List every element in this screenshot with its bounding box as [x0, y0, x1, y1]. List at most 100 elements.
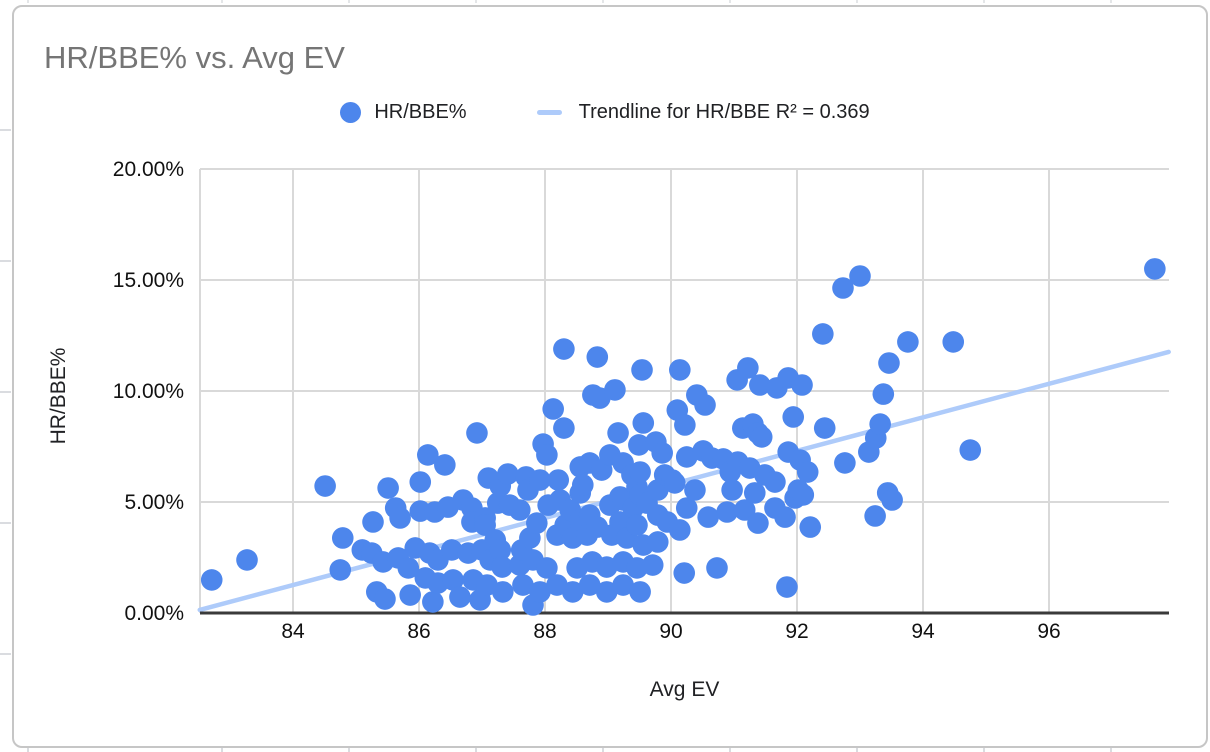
scatter-point[interactable] — [796, 461, 819, 483]
scatter-point[interactable] — [959, 439, 982, 461]
scatter-point[interactable] — [749, 374, 771, 396]
scatter-point[interactable] — [489, 539, 512, 561]
scatter-point[interactable] — [733, 499, 756, 521]
scatter-point[interactable] — [812, 323, 834, 345]
scatter-point[interactable] — [694, 394, 716, 416]
scatter-point[interactable] — [553, 417, 575, 439]
scatter-point[interactable] — [466, 422, 488, 444]
scatter-point[interactable] — [542, 398, 564, 420]
scatter-point[interactable] — [641, 554, 664, 576]
scatter-point[interactable] — [586, 346, 609, 368]
scatter-point[interactable] — [572, 474, 594, 496]
scatter-point[interactable] — [747, 512, 769, 534]
scatter-point[interactable] — [663, 472, 686, 494]
x-tick-label: 90 — [659, 620, 683, 643]
scatter-point[interactable] — [872, 383, 895, 405]
scatter-point[interactable] — [561, 581, 584, 603]
scatter-point[interactable] — [607, 422, 629, 444]
scatter-point[interactable] — [675, 446, 698, 468]
scatter-point[interactable] — [512, 574, 534, 596]
scatter-point[interactable] — [628, 434, 650, 456]
scatter-point[interactable] — [442, 569, 464, 591]
scatter-point[interactable] — [792, 484, 815, 506]
trendline-swatch-icon — [536, 110, 562, 115]
scatter-point[interactable] — [612, 574, 634, 596]
legend: HR/BBE% Trendline for HR/BBE R² = 0.369 — [0, 101, 1210, 124]
scatter-point[interactable] — [491, 581, 514, 603]
scatter-point[interactable] — [389, 507, 411, 529]
scatter-point[interactable] — [547, 469, 570, 491]
scatter-point[interactable] — [526, 512, 548, 534]
scatter-point[interactable] — [675, 497, 698, 519]
scatter-point[interactable] — [377, 477, 399, 499]
scatter-point[interactable] — [529, 469, 551, 491]
scatter-point[interactable] — [832, 277, 854, 299]
scatter-point[interactable] — [399, 584, 421, 606]
scatter-point[interactable] — [629, 581, 651, 603]
scatter-point[interactable] — [706, 557, 728, 579]
scatter-point[interactable] — [716, 501, 738, 523]
scatter-point[interactable] — [1144, 258, 1166, 280]
scatter-point[interactable] — [374, 588, 396, 610]
scatter-point[interactable] — [791, 374, 813, 396]
scatter-point[interactable] — [362, 511, 384, 533]
scatter-point[interactable] — [236, 549, 258, 571]
chart-card[interactable] — [12, 5, 1208, 748]
scatter-point[interactable] — [536, 557, 558, 579]
scatter-point[interactable] — [314, 475, 336, 497]
scatter-point[interactable] — [626, 514, 648, 536]
scatter-point[interactable] — [813, 417, 836, 439]
scatter-point[interactable] — [578, 574, 601, 596]
scatter-point[interactable] — [422, 591, 444, 613]
scatter-point[interactable] — [329, 559, 352, 581]
scatter-point[interactable] — [669, 359, 691, 381]
scatter-point[interactable] — [331, 527, 354, 549]
scatter-point[interactable] — [849, 265, 871, 287]
scatter-point[interactable] — [864, 505, 886, 527]
scatter-point[interactable] — [491, 556, 513, 578]
scatter-point[interactable] — [684, 479, 706, 501]
scatter-point[interactable] — [646, 531, 669, 553]
scatter-point[interactable] — [774, 506, 796, 528]
y-tick-label: 15.00% — [112, 269, 184, 292]
scatter-point[interactable] — [776, 576, 798, 598]
scatter-point[interactable] — [595, 581, 618, 603]
scatter-point[interactable] — [595, 556, 618, 578]
scatter-point[interactable] — [509, 499, 531, 521]
legend-series-label: HR/BBE% — [374, 101, 467, 123]
scatter-point[interactable] — [697, 506, 719, 528]
scatter-point[interactable] — [673, 562, 696, 584]
scatter-point[interactable] — [553, 338, 575, 360]
scatter-point[interactable] — [434, 454, 456, 476]
scatter-point[interactable] — [942, 331, 965, 353]
scatter-point[interactable] — [397, 557, 420, 579]
scatter-point[interactable] — [834, 452, 856, 474]
scatter-point[interactable] — [881, 489, 903, 511]
scatter-point[interactable] — [782, 406, 805, 428]
scatter-point[interactable] — [721, 479, 743, 501]
scatter-point[interactable] — [878, 352, 900, 374]
scatter-point[interactable] — [799, 516, 822, 538]
scatter-point[interactable] — [869, 413, 891, 435]
scatter-point[interactable] — [632, 412, 655, 434]
scatter-point[interactable] — [604, 379, 626, 401]
scatter-point[interactable] — [200, 569, 223, 591]
scatter-point[interactable] — [409, 471, 432, 493]
scatter-point[interactable] — [417, 444, 439, 466]
scatter-point[interactable] — [449, 586, 471, 608]
scatter-point[interactable] — [674, 414, 696, 436]
sheet-column-ticks-bottom — [0, 747, 1210, 752]
scatter-point[interactable] — [629, 461, 651, 483]
scatter-point[interactable] — [536, 444, 558, 466]
scatter-point[interactable] — [743, 482, 766, 504]
scatter-point[interactable] — [440, 539, 463, 561]
scatter-point[interactable] — [764, 471, 786, 493]
scatter-point[interactable] — [750, 426, 773, 448]
scatter-point[interactable] — [631, 359, 653, 381]
scatter-point[interactable] — [737, 357, 759, 379]
scatter-point[interactable] — [529, 581, 551, 603]
scatter-point[interactable] — [669, 519, 691, 541]
scatter-point[interactable] — [897, 331, 919, 353]
scatter-point[interactable] — [651, 442, 673, 464]
scatter-point[interactable] — [497, 463, 519, 485]
